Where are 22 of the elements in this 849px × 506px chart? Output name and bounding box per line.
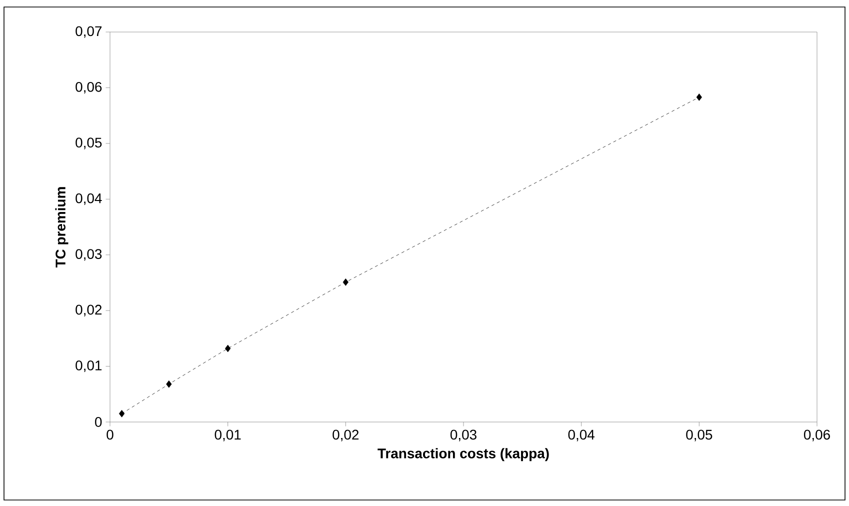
x-tick-label: 0,01: [214, 430, 241, 442]
y-tick-label: 0: [95, 417, 102, 427]
point: [342, 278, 348, 286]
x-tick-label: 0,02: [332, 430, 359, 442]
y-tick-label: 0,07: [76, 26, 102, 38]
point: [166, 380, 172, 388]
x-axis-title: Transaction costs (kappa): [378, 448, 549, 462]
y-tick-label: 0,06: [76, 82, 102, 94]
y-tick-label: 0,05: [76, 138, 102, 150]
x-tick-label: 0: [106, 430, 114, 440]
x-tick-label: 0,03: [450, 430, 476, 442]
y-tick-label: 0,01: [76, 360, 102, 372]
x-tick-label: 0,06: [804, 430, 830, 442]
x-tick-label: 0,05: [686, 430, 712, 442]
x-tick-label: 0,04: [568, 430, 594, 442]
y-tick-label: 0,03: [76, 249, 102, 261]
point: [118, 410, 125, 418]
y-tick-label: 0,04: [76, 193, 102, 205]
y-tick-label: 0,02: [76, 304, 102, 316]
point: [225, 344, 231, 352]
y-axis-title: TC premium: [55, 187, 68, 268]
point: [696, 94, 702, 101]
